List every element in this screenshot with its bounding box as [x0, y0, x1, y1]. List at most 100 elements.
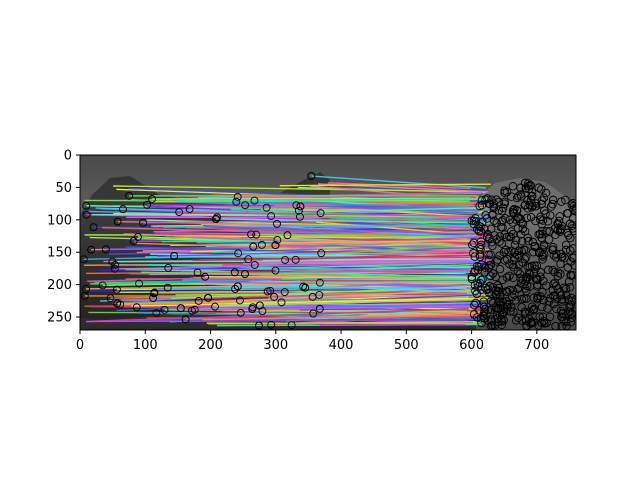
- keypoint: [542, 318, 551, 328]
- match-line: [164, 235, 468, 240]
- keypoint: [483, 229, 493, 239]
- keypoint: [89, 223, 98, 232]
- keypoint: [555, 212, 564, 221]
- keypoint: [530, 242, 539, 251]
- y-tick-label: 0: [64, 149, 72, 164]
- keypoint: [248, 303, 257, 312]
- keypoint: [152, 309, 161, 317]
- keypoint: [477, 196, 487, 205]
- keypoint: [524, 268, 534, 278]
- match-line: [123, 233, 469, 247]
- keypoint: [82, 210, 91, 219]
- keypoint: [244, 255, 253, 264]
- keypoint: [475, 250, 485, 259]
- keypoint: [508, 260, 517, 269]
- keypoint: [112, 285, 121, 294]
- keypoint: [252, 230, 261, 239]
- keypoint: [510, 240, 520, 250]
- match-line: [316, 221, 471, 235]
- keypoint: [553, 268, 563, 277]
- keypoint: [235, 296, 244, 305]
- keypoint: [553, 220, 563, 229]
- keypoint: [489, 216, 499, 225]
- keypoint: [562, 291, 571, 300]
- keypoint: [533, 293, 542, 303]
- keypoint: [551, 253, 561, 262]
- keypoint: [488, 241, 497, 251]
- keypoint: [526, 319, 536, 328]
- keypoint: [495, 251, 504, 260]
- match-line: [279, 183, 491, 187]
- match-line: [131, 297, 475, 307]
- keypoint: [299, 282, 308, 291]
- keypoint: [308, 292, 317, 301]
- keypoint: [271, 266, 280, 275]
- keypoint: [524, 179, 533, 188]
- keypoint: [498, 288, 507, 297]
- keypoint: [291, 255, 300, 264]
- keypoint: [500, 188, 509, 198]
- keypoint: [254, 321, 263, 330]
- match-line: [215, 218, 490, 224]
- keypoint: [557, 321, 567, 330]
- keypoint: [498, 275, 507, 285]
- keypoint: [569, 201, 576, 211]
- image-area: [80, 155, 576, 330]
- keypoint: [315, 304, 324, 313]
- keypoint: [558, 313, 567, 322]
- keypoint: [556, 306, 566, 316]
- keypoint: [273, 236, 282, 244]
- keypoint: [520, 178, 530, 188]
- keypoint: [488, 269, 498, 278]
- y-tick-label: 150: [47, 246, 72, 261]
- keypoint: [493, 313, 502, 323]
- keypoint: [502, 273, 512, 282]
- keypoint: [516, 214, 525, 224]
- keypoint: [501, 245, 510, 255]
- keypoint: [113, 217, 122, 226]
- keypoint: [295, 212, 304, 221]
- match-line: [293, 216, 489, 231]
- match-line: [320, 206, 487, 213]
- match-line: [275, 244, 485, 249]
- keypoint: [82, 201, 91, 210]
- keypoint: [538, 245, 547, 254]
- keypoint: [511, 316, 521, 325]
- keypoint: [484, 263, 494, 273]
- keypoint: [515, 269, 525, 279]
- keypoint: [522, 274, 531, 284]
- keypoint: [204, 293, 213, 302]
- y-tick-label: 200: [47, 278, 72, 293]
- keypoint: [143, 200, 151, 209]
- keypoint: [520, 284, 530, 293]
- keypoint: [110, 264, 119, 273]
- keypoint: [536, 212, 545, 222]
- keypoint: [544, 265, 553, 275]
- keypoint: [273, 219, 281, 228]
- keypoint: [527, 192, 536, 201]
- x-tick-label: 100: [133, 338, 158, 353]
- keypoint: [508, 273, 518, 282]
- match-line: [290, 284, 484, 294]
- keypoint: [561, 240, 571, 250]
- keypoint: [530, 261, 539, 270]
- keypoint: [470, 252, 480, 261]
- keypoint: [234, 249, 243, 258]
- keypoint: [532, 282, 542, 291]
- keypoint: [483, 194, 492, 203]
- keypoint: [536, 267, 545, 277]
- keypoint: [529, 306, 538, 315]
- keypoint: [481, 195, 490, 204]
- keypoint: [568, 270, 576, 280]
- keypoint: [522, 213, 532, 223]
- keypoint: [469, 310, 479, 319]
- keypoint: [542, 281, 551, 290]
- keypoint: [525, 180, 535, 190]
- keypoint: [564, 277, 574, 286]
- keypoint: [287, 321, 296, 330]
- keypoint: [230, 268, 239, 277]
- keypoint: [500, 186, 509, 196]
- keypoint: [470, 300, 479, 310]
- keypoint: [194, 296, 203, 305]
- keypoint: [82, 285, 90, 293]
